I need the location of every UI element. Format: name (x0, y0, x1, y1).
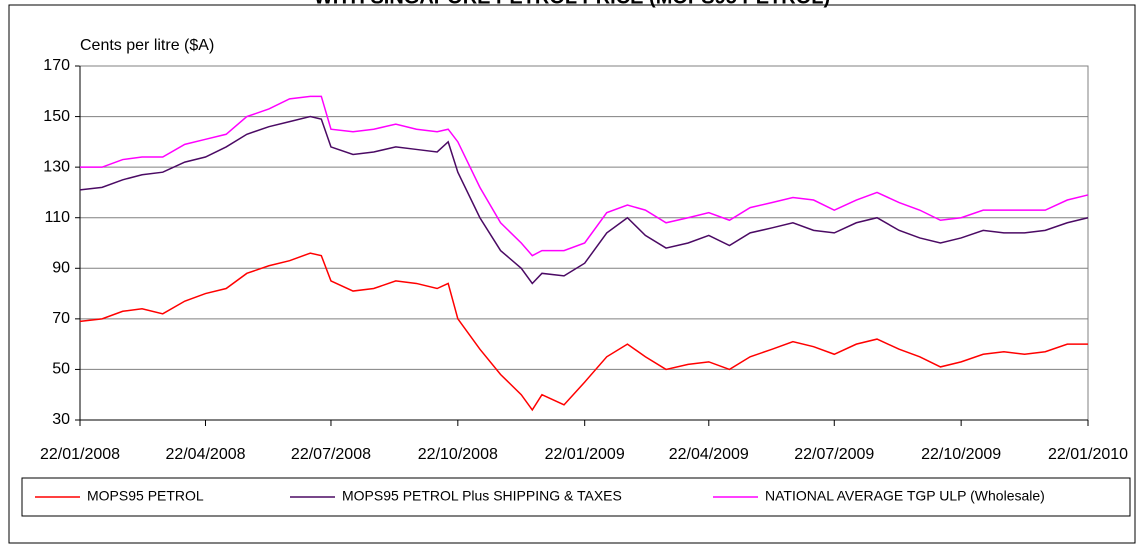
series-line (80, 95, 1089, 257)
y-tick-label: 150 (43, 108, 70, 125)
x-tick-label: 22/01/2009 (545, 446, 625, 463)
x-tick-label: 22/07/2008 (291, 446, 371, 463)
y-tick-label: 30 (52, 411, 70, 428)
y-axis-label: Cents per litre ($A) (80, 37, 214, 54)
y-tick-label: 110 (44, 209, 70, 226)
chart-frame (8, 4, 1136, 544)
series-line (79, 252, 1088, 412)
legend-label: MOPS95 PETROL (87, 488, 204, 504)
y-tick-label: 90 (52, 260, 70, 277)
legend-box (21, 477, 1131, 517)
legend-label: MOPS95 PETROL Plus SHIPPING & TAXES (342, 488, 622, 504)
x-tick-label: 22/10/2009 (921, 446, 1001, 463)
x-tick-label: 22/04/2008 (165, 446, 245, 463)
y-tick-label: 130 (43, 158, 70, 175)
legend-label: NATIONAL AVERAGE TGP ULP (Wholesale) (765, 488, 1045, 504)
chart-title: WITH SINGAPORE PETROL PRICE (MOPS95 PETR… (314, 0, 830, 8)
x-tick-label: 22/01/2010 (1048, 446, 1128, 463)
x-tick-label: 22/07/2009 (794, 446, 874, 463)
y-tick-label: 50 (52, 361, 70, 378)
y-tick-label: 70 (52, 310, 70, 327)
x-tick-label: 22/10/2008 (418, 446, 498, 463)
x-tick-label: 22/01/2008 (40, 446, 120, 463)
series-line (79, 115, 1089, 285)
y-tick-label: 170 (43, 57, 70, 74)
x-tick-label: 22/04/2009 (669, 446, 749, 463)
